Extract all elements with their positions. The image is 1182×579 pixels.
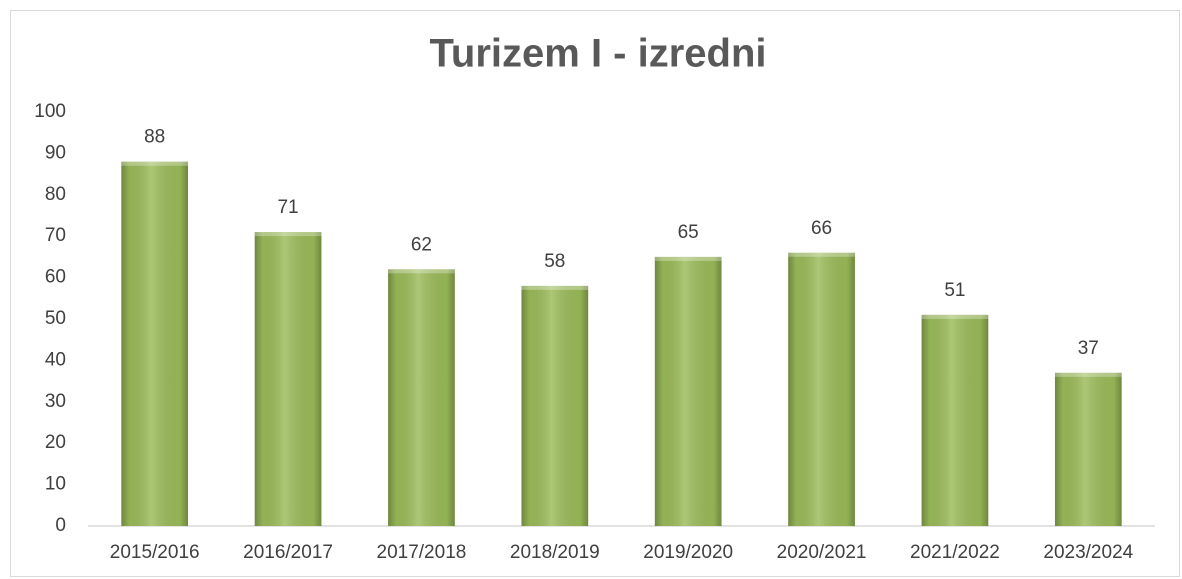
data-label: 71 [277,197,298,218]
bar-shade [1054,372,1122,526]
y-tick-label: 10 [45,474,66,495]
bar-cap [654,256,722,261]
x-tick-label: 2015/2016 [110,542,200,563]
bar-shade [788,252,855,526]
bar-cap [388,269,455,274]
data-label: 66 [811,218,832,239]
x-tick-label: 2018/2019 [510,542,600,563]
y-tick-label: 30 [45,391,66,412]
data-label: 37 [1078,338,1099,359]
x-tick-label: 2021/2022 [910,542,1000,563]
bar-shade [121,161,189,526]
bar-cap [921,314,989,319]
y-tick-label: 80 [45,184,66,205]
x-tick-label: 2016/2017 [243,542,333,563]
bar-cap [1054,372,1122,377]
x-tick-label: 2023/2024 [1043,542,1133,563]
bar-shade [388,269,455,526]
x-tick-label: 2019/2020 [643,542,733,563]
y-tick-label: 90 [45,142,66,163]
y-tick-label: 20 [45,432,66,453]
bar-cap [121,161,189,166]
y-tick-label: 70 [45,225,66,246]
bar-shade [654,256,722,526]
y-tick-label: 50 [45,308,66,329]
bar-shade [521,285,589,526]
x-tick-label: 2017/2018 [377,542,467,563]
data-label: 58 [544,251,565,272]
chart-title: Turizem I - izredni [429,32,766,76]
bar-shade [254,232,322,526]
data-label: 88 [144,127,165,148]
y-tick-label: 0 [55,515,66,536]
y-tick-label: 60 [45,267,66,288]
y-tick-label: 40 [45,349,66,370]
x-tick-label: 2020/2021 [777,542,867,563]
bar-cap [254,232,322,237]
bar-cap [521,285,589,290]
bar-shade [921,314,989,526]
data-label: 62 [411,234,432,255]
bar-cap [788,252,855,257]
data-label: 65 [678,222,699,243]
y-tick-label: 100 [34,101,66,122]
data-label: 51 [944,280,965,301]
